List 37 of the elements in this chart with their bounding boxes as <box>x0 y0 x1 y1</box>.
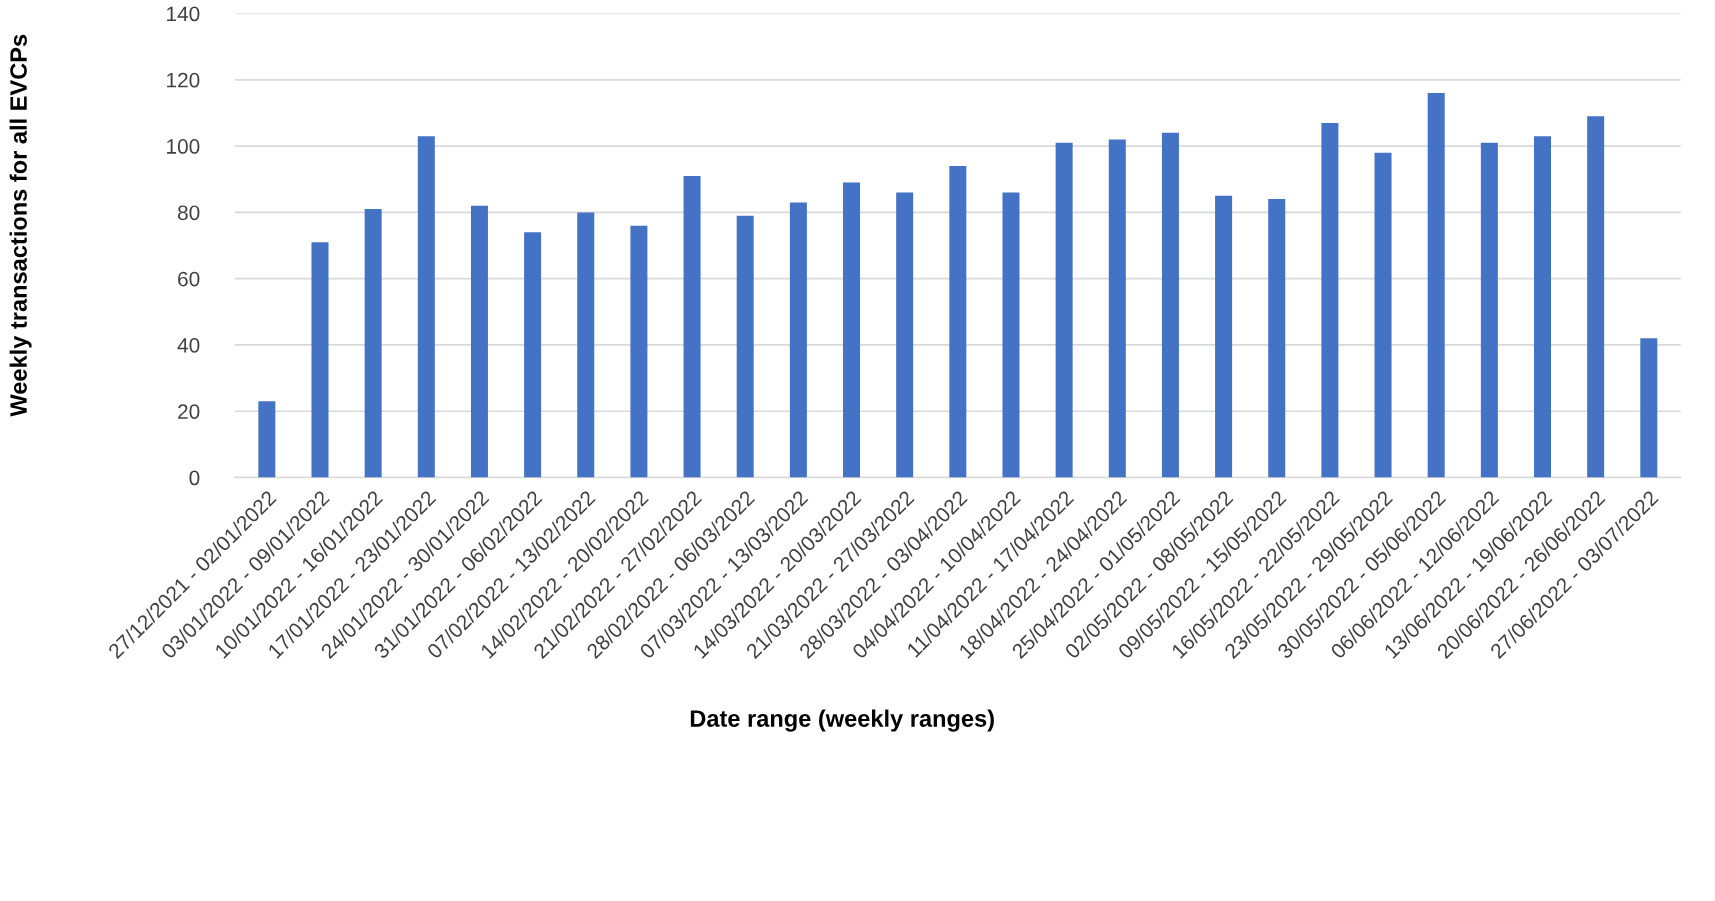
bar <box>789 202 807 478</box>
y-tick-label: 80 <box>177 205 200 221</box>
y-axis-title: Weekly transactions for all EVCPs <box>9 34 32 417</box>
x-axis-title: Date range (weekly ranges) <box>690 709 994 732</box>
bar <box>736 215 754 478</box>
y-tick-label: 140 <box>167 6 200 22</box>
bar <box>577 212 595 478</box>
bar <box>1587 116 1605 478</box>
bar <box>258 401 276 478</box>
bar <box>470 205 488 478</box>
bar <box>843 182 861 478</box>
bar <box>311 242 329 478</box>
bar <box>1268 199 1286 478</box>
bar <box>1640 338 1658 478</box>
bar <box>1055 142 1073 478</box>
y-tick-label: 100 <box>167 139 200 154</box>
bar <box>1534 136 1552 478</box>
bar <box>1108 139 1126 478</box>
bar <box>896 192 914 478</box>
bar <box>1480 142 1498 478</box>
y-tick-label: 60 <box>178 271 200 287</box>
bar <box>1215 195 1233 478</box>
bar <box>1321 122 1339 478</box>
bar <box>364 209 382 478</box>
bar <box>683 175 701 478</box>
y-tick-label: 40 <box>177 337 200 353</box>
bar <box>524 232 542 478</box>
bar <box>1002 192 1020 478</box>
bar <box>949 165 967 478</box>
bar <box>630 225 648 478</box>
y-tick-label: 0 <box>189 470 200 486</box>
y-tick-label: 20 <box>178 404 200 419</box>
bar <box>1161 132 1179 478</box>
bar <box>1374 152 1392 478</box>
bar <box>417 136 435 478</box>
y-tick-label: 120 <box>167 72 200 88</box>
bar <box>1427 93 1445 478</box>
